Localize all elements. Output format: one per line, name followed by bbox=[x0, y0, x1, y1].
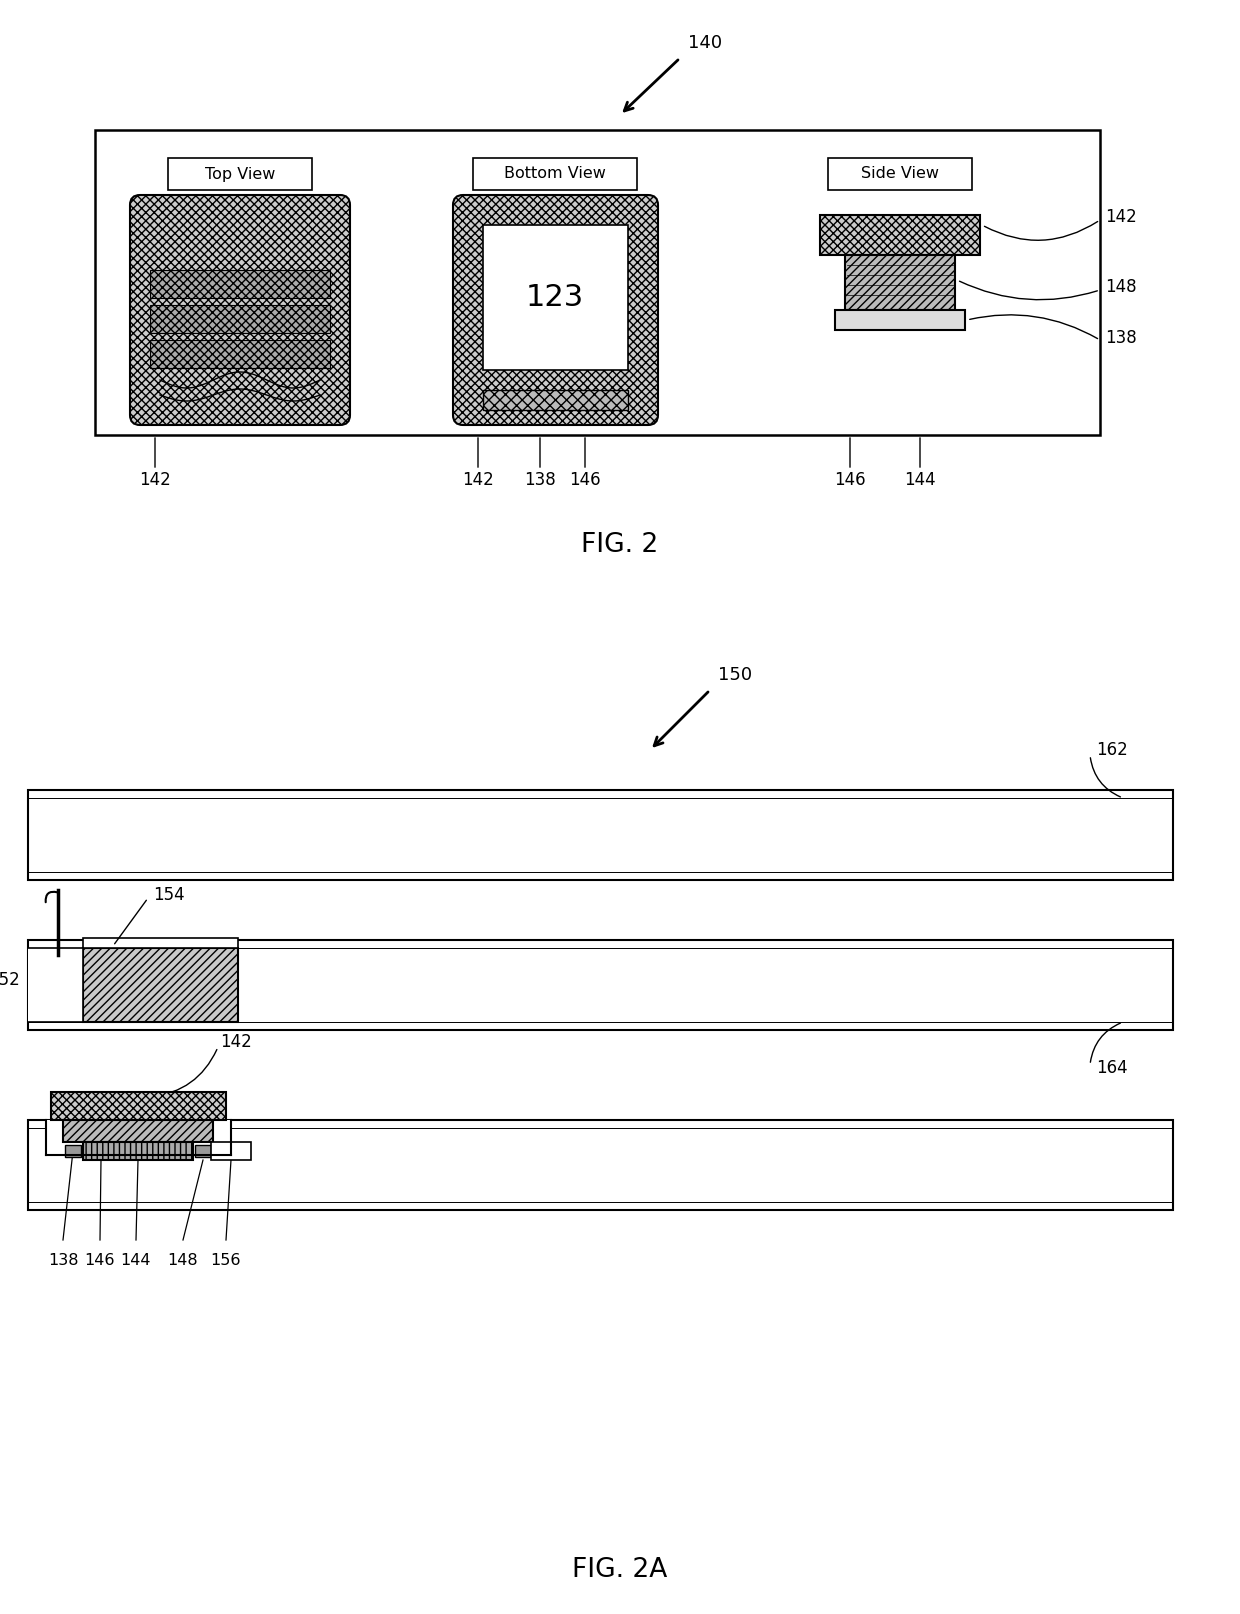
Text: Top View: Top View bbox=[205, 166, 275, 181]
Text: 146: 146 bbox=[835, 471, 866, 489]
Bar bbox=[150, 305, 330, 332]
Bar bbox=[95, 131, 1100, 436]
Text: 142: 142 bbox=[139, 471, 171, 489]
Text: 162: 162 bbox=[1096, 741, 1127, 759]
Bar bbox=[29, 789, 1173, 880]
Text: FIG. 2A: FIG. 2A bbox=[573, 1558, 667, 1583]
Text: 146: 146 bbox=[569, 471, 601, 489]
Bar bbox=[167, 158, 312, 190]
Text: Side View: Side View bbox=[861, 166, 939, 181]
Bar bbox=[83, 947, 238, 1022]
Bar bbox=[211, 1143, 250, 1160]
Bar bbox=[150, 341, 330, 368]
Bar bbox=[63, 1120, 213, 1143]
Bar bbox=[820, 215, 980, 255]
Text: 144: 144 bbox=[120, 1252, 151, 1269]
Bar bbox=[83, 938, 238, 947]
Bar bbox=[29, 947, 83, 1022]
Text: 148: 148 bbox=[167, 1252, 198, 1269]
Text: 154: 154 bbox=[153, 886, 185, 904]
Bar bbox=[484, 224, 627, 370]
Text: 142: 142 bbox=[219, 1033, 252, 1051]
Text: 156: 156 bbox=[211, 1252, 242, 1269]
Bar bbox=[835, 310, 965, 329]
Bar bbox=[844, 255, 955, 310]
Text: 138: 138 bbox=[525, 471, 556, 489]
FancyBboxPatch shape bbox=[453, 195, 658, 424]
Text: 140: 140 bbox=[688, 34, 722, 52]
Text: FIG. 2: FIG. 2 bbox=[582, 533, 658, 558]
Bar bbox=[64, 1144, 81, 1157]
Bar bbox=[472, 158, 637, 190]
Bar bbox=[29, 939, 1173, 1030]
Bar bbox=[46, 1120, 231, 1156]
Text: 148: 148 bbox=[1105, 278, 1137, 295]
Bar bbox=[51, 1093, 226, 1120]
Bar bbox=[828, 158, 972, 190]
Text: 146: 146 bbox=[84, 1252, 115, 1269]
Text: 138: 138 bbox=[48, 1252, 78, 1269]
Bar bbox=[29, 1120, 1173, 1210]
Text: 123: 123 bbox=[526, 284, 584, 313]
Text: Bottom View: Bottom View bbox=[505, 166, 606, 181]
Bar bbox=[150, 270, 330, 299]
Text: 138: 138 bbox=[1105, 329, 1137, 347]
Text: 142: 142 bbox=[463, 471, 494, 489]
Bar bbox=[484, 391, 627, 410]
Bar bbox=[195, 1144, 211, 1157]
Text: 144: 144 bbox=[904, 471, 936, 489]
FancyBboxPatch shape bbox=[130, 195, 350, 424]
Text: 142: 142 bbox=[1105, 208, 1137, 226]
Text: 152: 152 bbox=[0, 972, 20, 989]
Bar bbox=[83, 1143, 193, 1160]
Text: 150: 150 bbox=[718, 667, 753, 684]
Text: 164: 164 bbox=[1096, 1059, 1127, 1077]
